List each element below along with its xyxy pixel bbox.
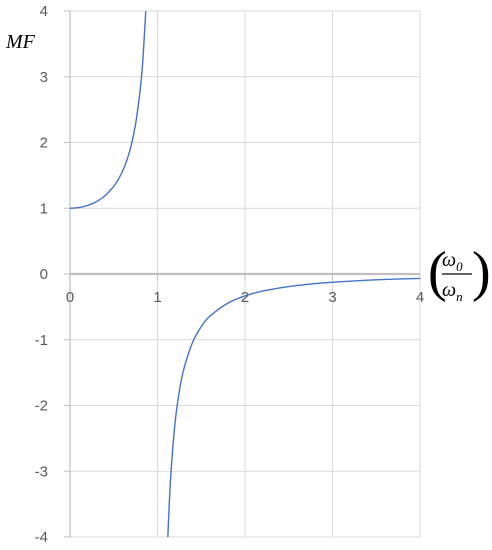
x-label-left-paren: ( bbox=[428, 241, 447, 303]
x-axis-label: ( ω0 ωn ) bbox=[428, 241, 491, 304]
y-tick-label: 1 bbox=[40, 200, 48, 217]
x-tick-label: 1 bbox=[153, 289, 161, 306]
x-tick-label: 0 bbox=[66, 289, 74, 306]
tick-labels: 4 3 2 1 0 -1 -2 -3 -4 0 1 2 3 4 bbox=[35, 3, 425, 546]
series-line-lower-branch bbox=[69, 10, 147, 209]
y-tick-label: -4 bbox=[35, 529, 48, 546]
y-axis-label: MF bbox=[5, 31, 36, 53]
y-tick-label: 2 bbox=[40, 135, 48, 152]
x-label-denominator: ωn bbox=[442, 279, 463, 304]
x-tick-label: 3 bbox=[328, 289, 336, 306]
x-label-right-paren: ) bbox=[472, 241, 491, 303]
y-tick-label: -2 bbox=[35, 398, 48, 415]
series-lines bbox=[69, 10, 421, 538]
y-tick-label: -3 bbox=[35, 463, 48, 480]
y-tick-label: 3 bbox=[40, 69, 48, 86]
axes bbox=[64, 10, 421, 538]
y-tick-label: -1 bbox=[35, 332, 48, 349]
y-tick-label: 4 bbox=[40, 3, 48, 20]
x-tick-label: 4 bbox=[416, 289, 424, 306]
series-line-upper-branch bbox=[167, 277, 421, 538]
x-tick-label: 2 bbox=[241, 289, 249, 306]
x-label-numerator: ω0 bbox=[442, 249, 463, 274]
y-tick-label: 0 bbox=[40, 266, 48, 283]
